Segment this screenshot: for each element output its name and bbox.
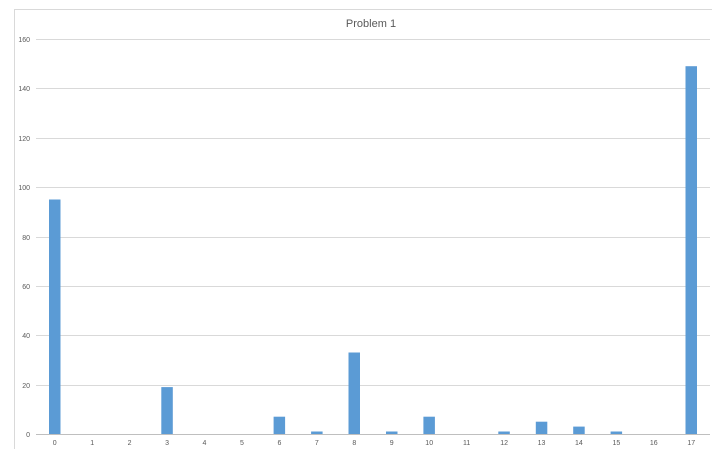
x-tick-label: 5 (240, 440, 244, 447)
bars (49, 66, 697, 434)
chart-title: Problem 1 (346, 18, 396, 30)
bar (498, 431, 510, 434)
gridlines (36, 39, 710, 386)
x-tick-label: 17 (687, 440, 695, 447)
x-tick-label: 14 (575, 440, 583, 447)
x-tick-label: 2 (128, 440, 132, 447)
x-tick-label: 15 (613, 440, 621, 447)
x-tick-label: 9 (390, 440, 394, 447)
bar (610, 431, 623, 434)
x-tick-label: 12 (500, 440, 508, 447)
bar (685, 66, 697, 434)
x-tick-label: 0 (53, 440, 57, 447)
bar (273, 416, 286, 434)
bar (161, 387, 173, 434)
x-tick-label: 1 (90, 440, 94, 447)
x-tick-label: 16 (650, 440, 658, 447)
y-tick-label: 120 (18, 136, 30, 143)
x-tick-label: 10 (425, 440, 433, 447)
x-tick-label: 7 (315, 440, 319, 447)
y-tick-label: 40 (22, 333, 30, 340)
bar (49, 199, 61, 434)
chart-border-left (14, 9, 15, 449)
y-tick-label: 160 (18, 37, 30, 44)
y-axis-ticks: 0 20 40 60 80 100 120 140 160 (18, 37, 30, 439)
bar (423, 416, 435, 434)
x-axis-ticks: 0 1 2 3 4 5 6 7 8 9 10 11 12 13 14 15 16 17 (53, 440, 696, 447)
bar (311, 431, 323, 434)
y-tick-label: 0 (26, 432, 30, 439)
bar (348, 352, 360, 434)
x-tick-label: 3 (165, 440, 169, 447)
x-tick-label: 6 (277, 440, 281, 447)
y-tick-label: 20 (22, 383, 30, 390)
y-tick-label: 140 (18, 86, 30, 93)
y-tick-label: 100 (18, 185, 30, 192)
chart-border-top (14, 9, 712, 10)
bar (573, 426, 585, 434)
x-tick-label: 13 (538, 440, 546, 447)
bar (386, 431, 398, 434)
x-tick-label: 11 (463, 440, 470, 447)
x-tick-label: 8 (352, 440, 356, 447)
x-tick-label: 4 (203, 440, 207, 447)
y-tick-label: 80 (22, 235, 30, 242)
bar (535, 421, 548, 434)
y-tick-label: 60 (22, 284, 30, 291)
